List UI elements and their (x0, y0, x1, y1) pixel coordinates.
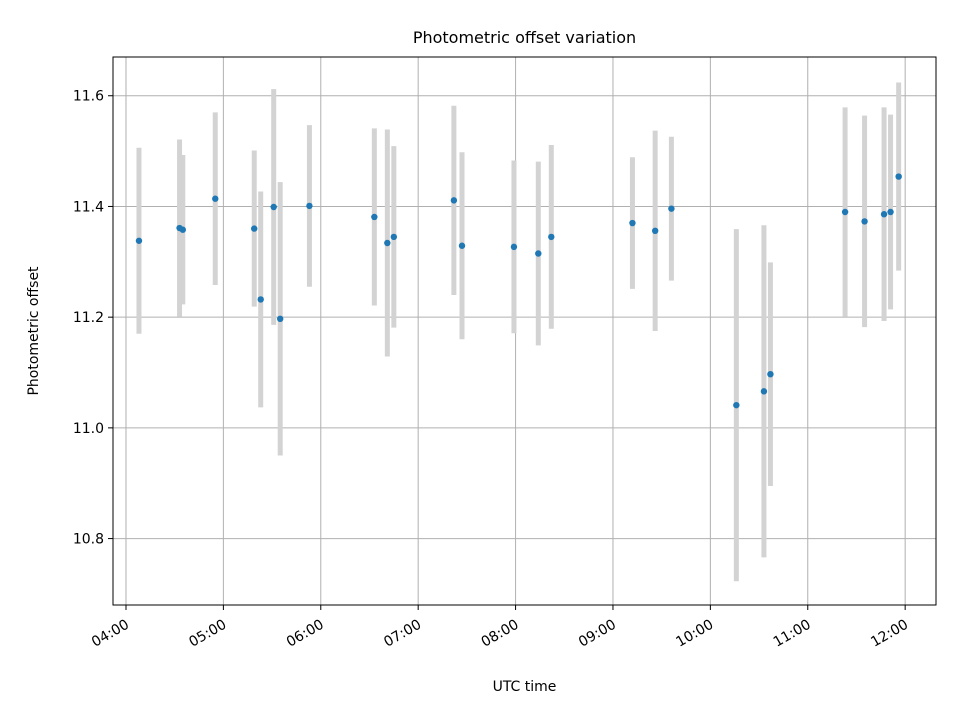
data-point (760, 388, 768, 395)
data-point (179, 226, 187, 233)
data-point (135, 237, 143, 244)
y-tick-label: 11.2 (73, 310, 104, 326)
data-points (135, 173, 902, 409)
data-point (371, 213, 378, 221)
data-point (841, 208, 849, 216)
data-point (276, 315, 284, 323)
y-axis-ticks: 10.8 11.0 11.2 11.4 11.6 (73, 89, 113, 548)
data-point (270, 203, 277, 211)
data-point (384, 239, 391, 247)
data-point (390, 233, 398, 241)
data-point (306, 202, 313, 210)
data-point (458, 242, 466, 249)
data-point (450, 197, 458, 204)
data-point (733, 401, 740, 409)
data-point (668, 205, 675, 212)
data-point (629, 219, 636, 227)
plot-frame (112, 56, 937, 606)
y-tick-label: 11.6 (73, 89, 104, 105)
y-tick-label: 10.8 (73, 532, 104, 548)
data-point (861, 218, 868, 225)
data-point (548, 233, 555, 241)
y-axis-label: Photometric offset (26, 266, 42, 396)
y-tick-label: 11.4 (73, 199, 104, 215)
data-point (887, 208, 894, 216)
data-point (895, 173, 902, 180)
y-tick-label: 11.0 (73, 421, 104, 437)
data-point (535, 250, 542, 257)
x-axis-label: UTC time (493, 679, 557, 695)
data-point (257, 296, 264, 303)
chart-title: Photometric offset variation (413, 28, 636, 47)
data-point (510, 243, 518, 251)
data-point (767, 370, 774, 378)
data-point (880, 211, 888, 218)
data-point (651, 227, 659, 235)
data-point (212, 195, 219, 202)
data-point (251, 225, 258, 232)
